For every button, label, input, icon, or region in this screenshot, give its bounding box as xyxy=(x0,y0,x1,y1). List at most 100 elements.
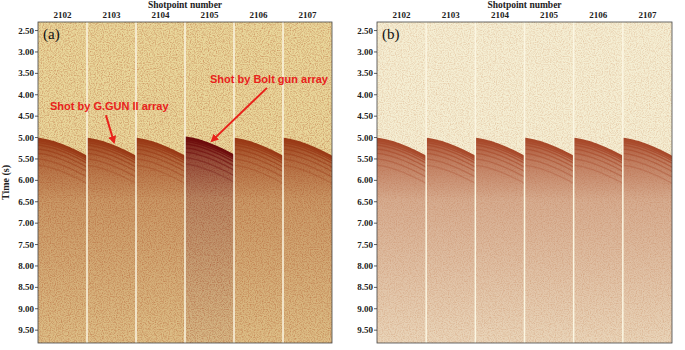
energy-fill xyxy=(525,139,574,343)
y-tick xyxy=(35,330,38,331)
y-tick-label: 5.00 xyxy=(18,133,34,143)
y-tick xyxy=(374,265,377,266)
y-tick-label: 4.00 xyxy=(357,90,373,100)
column-separator xyxy=(135,22,137,343)
reflection-event xyxy=(475,149,524,167)
reflection-event xyxy=(623,165,672,183)
reflection-event xyxy=(475,159,524,177)
reflection-event xyxy=(525,153,574,171)
y-tick-label: 6.50 xyxy=(357,197,373,207)
reflection-event xyxy=(426,165,475,183)
y-tick-label: 3.50 xyxy=(357,68,373,78)
y-tick xyxy=(35,265,38,266)
shot-gather xyxy=(623,139,672,343)
y-tick xyxy=(374,116,377,117)
frame xyxy=(377,22,672,343)
reflection-event xyxy=(38,165,87,183)
y-tick xyxy=(35,51,38,52)
y-tick-label: 2.50 xyxy=(357,26,373,36)
energy-fill xyxy=(38,139,87,343)
y-tick xyxy=(35,158,38,159)
reflection-event xyxy=(283,165,332,183)
reflection-event xyxy=(377,165,426,183)
y-tick xyxy=(374,94,377,95)
y-tick-label: 9.50 xyxy=(18,325,34,335)
y-tick-label: 4.50 xyxy=(357,111,373,121)
reflection-event xyxy=(136,159,185,177)
y-tick-label: 6.00 xyxy=(357,175,373,185)
x-axis-title: Shotpoint number xyxy=(148,0,223,10)
reflection-event xyxy=(283,153,332,171)
y-tick-label: 7.00 xyxy=(18,218,34,228)
shot-gather xyxy=(87,139,136,343)
shot-gather xyxy=(426,139,475,343)
x-tick-label: 2107 xyxy=(299,10,318,20)
y-tick xyxy=(374,73,377,74)
y-tick xyxy=(35,201,38,202)
energy-fill xyxy=(185,138,234,343)
shot-gather xyxy=(283,139,332,343)
y-tick-label: 3.50 xyxy=(18,68,34,78)
reflection-event xyxy=(426,159,475,177)
reflection-event xyxy=(377,149,426,167)
y-tick xyxy=(374,137,377,138)
reflection-event xyxy=(574,165,623,183)
column-separator xyxy=(233,22,235,343)
shot-gather xyxy=(574,139,623,343)
y-tick-label: 8.00 xyxy=(18,261,34,271)
plot-area xyxy=(377,22,672,343)
reflection-event xyxy=(623,159,672,177)
reflection-event xyxy=(283,149,332,167)
column-separator xyxy=(622,22,624,343)
x-tick-label: 2105 xyxy=(201,10,220,20)
reflection-event xyxy=(475,153,524,171)
reflection-event xyxy=(87,165,136,183)
x-tick-label: 2105 xyxy=(540,10,559,20)
x-tick-label: 2104 xyxy=(491,10,510,20)
y-tick xyxy=(35,116,38,117)
y-tick-label: 6.00 xyxy=(18,175,34,185)
reflection-event xyxy=(38,159,87,177)
reflection-event xyxy=(38,153,87,171)
energy-fill xyxy=(623,139,672,343)
x-tick-label: 2106 xyxy=(589,10,608,20)
annotation-arrow xyxy=(212,88,267,141)
figure: 2.503.003.504.004.505.005.506.006.507.00… xyxy=(0,0,685,350)
reflection-event xyxy=(574,149,623,167)
annotation: Shot by Bolt gun array xyxy=(210,73,329,85)
background xyxy=(377,22,672,343)
x-tick-label: 2102 xyxy=(393,10,412,20)
y-tick-label: 5.50 xyxy=(357,154,373,164)
shot-gather xyxy=(234,139,283,343)
y-tick-label: 4.50 xyxy=(18,111,34,121)
y-tick-label: 9.00 xyxy=(18,304,34,314)
reflection-event xyxy=(426,149,475,167)
y-tick xyxy=(35,308,38,309)
energy-fill xyxy=(234,139,283,343)
y-tick xyxy=(35,244,38,245)
shot-gather xyxy=(38,139,87,343)
y-tick xyxy=(374,30,377,31)
reflection-event xyxy=(525,159,574,177)
energy-fill xyxy=(475,139,524,343)
y-tick-label: 4.00 xyxy=(18,90,34,100)
y-tick-label: 2.50 xyxy=(18,26,34,36)
y-tick xyxy=(374,180,377,181)
reflection-event xyxy=(234,159,283,177)
reflection-event xyxy=(234,153,283,171)
reflection-event xyxy=(87,153,136,171)
reflection-event xyxy=(38,149,87,167)
reflection-event xyxy=(525,165,574,183)
y-tick-label: 7.50 xyxy=(357,240,373,250)
annotation-arrow xyxy=(106,115,114,142)
reflection-event xyxy=(185,152,234,170)
reflection-event xyxy=(136,153,185,171)
reflection-event xyxy=(234,149,283,167)
y-tick-label: 8.00 xyxy=(357,261,373,271)
reflection-event xyxy=(185,148,234,166)
column-separator xyxy=(86,22,88,343)
x-tick-label: 2104 xyxy=(152,10,171,20)
y-tick-label: 7.00 xyxy=(357,218,373,228)
shot-gather xyxy=(185,138,234,343)
column-separator xyxy=(524,22,526,343)
